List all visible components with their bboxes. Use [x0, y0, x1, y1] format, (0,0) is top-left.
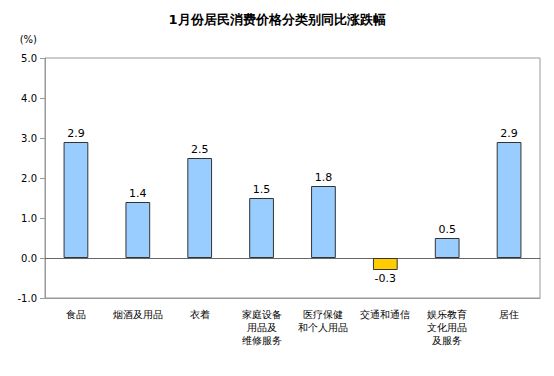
svg-text:(%): (%) [20, 34, 37, 45]
svg-text:1.5: 1.5 [253, 183, 271, 196]
svg-text:用品及: 用品及 [247, 322, 277, 333]
svg-text:0.0: 0.0 [21, 253, 37, 264]
svg-text:及服务: 及服务 [432, 335, 462, 346]
svg-text:居住: 居住 [499, 309, 519, 320]
svg-text:2.5: 2.5 [191, 143, 209, 156]
svg-text:3.0: 3.0 [21, 133, 37, 144]
svg-text:衣着: 衣着 [190, 309, 210, 320]
svg-text:娱乐教育: 娱乐教育 [427, 309, 467, 320]
svg-text:家庭设备: 家庭设备 [242, 309, 282, 320]
svg-text:2.9: 2.9 [500, 127, 518, 140]
svg-text:1月份居民消费价格分类别同比涨跌幅: 1月份居民消费价格分类别同比涨跌幅 [168, 12, 385, 27]
svg-text:4.0: 4.0 [21, 93, 37, 104]
svg-text:和个人用品: 和个人用品 [298, 322, 348, 333]
svg-text:维修服务: 维修服务 [242, 335, 282, 346]
svg-text:交通和通信: 交通和通信 [360, 309, 410, 320]
svg-text:医疗保健: 医疗保健 [303, 309, 343, 320]
svg-text:-1.0: -1.0 [17, 293, 37, 304]
svg-text:1.0: 1.0 [21, 213, 37, 224]
svg-text:食品: 食品 [66, 309, 86, 320]
svg-text:文化用品: 文化用品 [427, 322, 467, 333]
svg-text:2.0: 2.0 [21, 173, 37, 184]
svg-text:1.4: 1.4 [129, 187, 147, 200]
svg-text:2.9: 2.9 [67, 127, 85, 140]
svg-text:0.5: 0.5 [438, 223, 456, 236]
svg-text:-0.3: -0.3 [375, 272, 396, 285]
svg-text:1.8: 1.8 [315, 171, 333, 184]
svg-text:5.0: 5.0 [21, 53, 37, 64]
svg-text:烟酒及用品: 烟酒及用品 [113, 309, 163, 320]
